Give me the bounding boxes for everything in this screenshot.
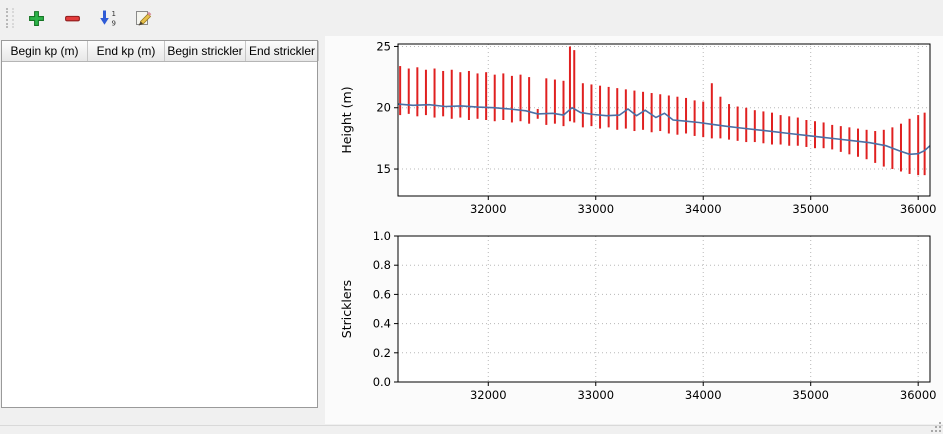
svg-text:15: 15 (376, 162, 391, 176)
chart-panel: 32000 33000 34000 35000 36000 15 20 25 Height (m… (325, 36, 943, 424)
resize-grip[interactable] (930, 421, 942, 433)
plus-icon (28, 10, 44, 26)
remove-row-button[interactable] (57, 4, 87, 32)
svg-text:34000: 34000 (685, 202, 722, 216)
sort-button[interactable]: 1 9 (93, 4, 123, 32)
toolbar-drag-handle[interactable] (6, 8, 14, 28)
svg-text:34000: 34000 (685, 388, 722, 402)
svg-text:Stricklers: Stricklers (339, 280, 354, 338)
svg-text:Height (m): Height (m) (339, 86, 354, 153)
svg-text:32000: 32000 (470, 202, 507, 216)
stricklers-chart-figure: 32000 33000 34000 35000 36000 0.0 0.2 0.4 0.6 0.8… (325, 226, 943, 424)
strickler-table: Begin kp (m) End kp (m) Begin strickler End… (1, 40, 319, 408)
svg-text:35000: 35000 (792, 202, 829, 216)
sort-numeric-icon: 1 9 (100, 10, 116, 28)
svg-text:35000: 35000 (792, 388, 829, 402)
svg-text:33000: 33000 (577, 202, 614, 216)
add-row-button[interactable] (21, 4, 51, 32)
height-chart: 32000 33000 34000 35000 36000 15 20 25 Height (m… (339, 39, 937, 216)
table-header: Begin kp (m) End kp (m) Begin strickler End… (2, 41, 319, 62)
status-bar (0, 422, 943, 434)
svg-text:1: 1 (112, 10, 116, 18)
svg-text:1.0: 1.0 (373, 229, 391, 243)
height-chart-figure: 32000 33000 34000 35000 36000 15 20 25 Height (m… (325, 36, 943, 226)
svg-text:32000: 32000 (470, 388, 507, 402)
edit-icon (136, 11, 152, 26)
svg-text:36000: 36000 (900, 388, 937, 402)
svg-text:0.6: 0.6 (373, 287, 391, 301)
svg-text:9: 9 (112, 20, 116, 28)
table-body (2, 62, 317, 407)
svg-text:33000: 33000 (577, 388, 614, 402)
toolbar: 1 9 (0, 0, 943, 36)
svg-text:0.2: 0.2 (373, 346, 391, 360)
table-column-header[interactable]: End kp (m) (88, 41, 165, 61)
edit-button[interactable] (129, 4, 159, 32)
svg-text:25: 25 (376, 39, 391, 53)
svg-text:36000: 36000 (900, 202, 937, 216)
minus-icon (64, 15, 80, 21)
svg-text:0.4: 0.4 (373, 317, 391, 331)
svg-text:0.8: 0.8 (373, 258, 391, 272)
stricklers-chart: 32000 33000 34000 35000 36000 0.0 0.2 0.4 0.6 0.8… (339, 229, 937, 402)
table-column-header[interactable]: End strickler (246, 41, 319, 61)
svg-text:20: 20 (376, 101, 391, 115)
table-column-header[interactable]: Begin strickler (165, 41, 246, 61)
svg-text:0.0: 0.0 (373, 375, 391, 389)
table-column-header[interactable]: Begin kp (m) (2, 41, 88, 61)
